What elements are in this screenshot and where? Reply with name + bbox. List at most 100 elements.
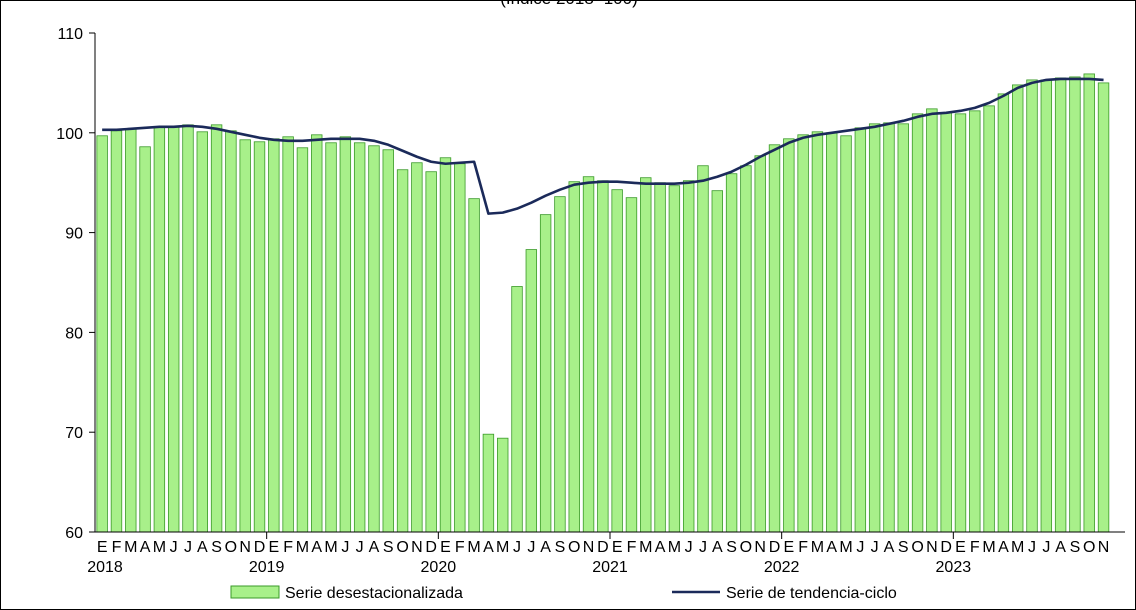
bar-mark (253, 141, 266, 533)
x-month-label: J (341, 539, 349, 556)
x-month-label: F (283, 539, 293, 556)
bar-mark (554, 196, 566, 533)
x-month-label: A (311, 539, 322, 556)
x-month-label: J (871, 539, 879, 556)
x-month-label: S (898, 539, 909, 556)
y-tick-label: 70 (65, 425, 83, 442)
bar-mark (597, 180, 609, 533)
x-month-label: M (1011, 539, 1024, 556)
bar-mark (897, 123, 909, 533)
bar-mark (840, 135, 852, 533)
x-month-label: D (597, 539, 609, 556)
bar-mark (1026, 79, 1038, 533)
x-month-label: M (296, 539, 309, 556)
bar-mark (868, 123, 881, 533)
x-month-label: O (1083, 539, 1095, 556)
legend-label-bars: Serie desestacionalizada (285, 585, 463, 602)
bar-mark (611, 189, 623, 533)
x-month-label: J (513, 539, 521, 556)
x-month-label: O (396, 539, 408, 556)
x-month-label: M (467, 539, 480, 556)
bar-mark (654, 182, 666, 533)
x-month-label: S (383, 539, 394, 556)
x-month-label: J (856, 539, 864, 556)
bar-mark (725, 173, 738, 533)
x-month-label: S (555, 539, 566, 556)
bar-mark (125, 128, 137, 533)
x-month-label: A (540, 539, 551, 556)
legend-label-line: Serie de tendencia-ciclo (726, 585, 897, 602)
x-year-label: 2023 (936, 559, 972, 576)
x-month-label: E (783, 539, 794, 556)
x-month-label: E (268, 539, 279, 556)
x-month-label: N (583, 539, 595, 556)
bar-mark (854, 127, 867, 533)
x-month-label: O (568, 539, 580, 556)
x-month-label: E (440, 539, 451, 556)
bar-mark (210, 124, 223, 533)
x-month-label: J (1042, 539, 1050, 556)
bar-mark (797, 134, 809, 533)
bar-mark (582, 176, 595, 533)
bar-mark (983, 105, 995, 533)
bar-mark (339, 136, 352, 533)
x-year-label: 2021 (592, 559, 628, 576)
bar-mark (182, 124, 194, 533)
bar-mark (439, 157, 452, 533)
bar-mark (96, 135, 108, 533)
x-month-label: S (1070, 539, 1081, 556)
x-month-label: N (1098, 539, 1110, 556)
x-month-label: A (884, 539, 895, 556)
bar-mark (225, 130, 237, 533)
x-month-label: J (184, 539, 192, 556)
trend-line (102, 77, 1104, 215)
bar-mark (139, 146, 151, 533)
bar-mark (425, 171, 437, 533)
x-month-label: E (955, 539, 966, 556)
x-month-label: F (970, 539, 980, 556)
bar-mark (697, 165, 709, 533)
bar-mark (382, 149, 394, 533)
x-month-label: A (140, 539, 151, 556)
bar-mark (153, 126, 166, 533)
x-month-label: A (998, 539, 1009, 556)
bar-mark (783, 138, 795, 533)
bar-mark (668, 185, 681, 533)
bar-mark (296, 147, 309, 533)
bar-mark (754, 155, 766, 533)
x-month-label: F (455, 539, 465, 556)
x-month-label: E (612, 539, 623, 556)
bar-mark (282, 136, 294, 533)
legend-bar-swatch (230, 585, 280, 599)
bar-mark (1054, 77, 1067, 533)
x-month-label: D (254, 539, 266, 556)
x-month-label: E (97, 539, 108, 556)
bar-mark (454, 163, 466, 533)
bar-mark (411, 162, 423, 533)
x-month-label: M (668, 539, 681, 556)
x-month-label: M (153, 539, 166, 556)
bar-mark (368, 145, 380, 533)
x-month-label: A (1055, 539, 1066, 556)
x-month-label: J (685, 539, 693, 556)
x-month-label: M (639, 539, 652, 556)
bar-mark (940, 112, 952, 533)
bar-mark (110, 130, 123, 533)
bar-mark (711, 190, 723, 533)
bar-mark (167, 126, 180, 533)
bar-mark (682, 180, 695, 533)
bar-mark (1069, 76, 1081, 533)
x-month-label: A (369, 539, 380, 556)
x-month-label: M (124, 539, 137, 556)
bar-mark (625, 197, 638, 533)
bar-mark (468, 198, 480, 533)
x-month-label: F (112, 539, 122, 556)
bar-mark (811, 131, 824, 533)
x-month-label: J (1028, 539, 1036, 556)
x-month-label: N (411, 539, 423, 556)
bar-mark (1097, 82, 1110, 533)
chart-title: (Índice 2018=100) (1, 1, 1135, 9)
bar-mark (883, 122, 895, 533)
bar-mark (1040, 79, 1053, 533)
